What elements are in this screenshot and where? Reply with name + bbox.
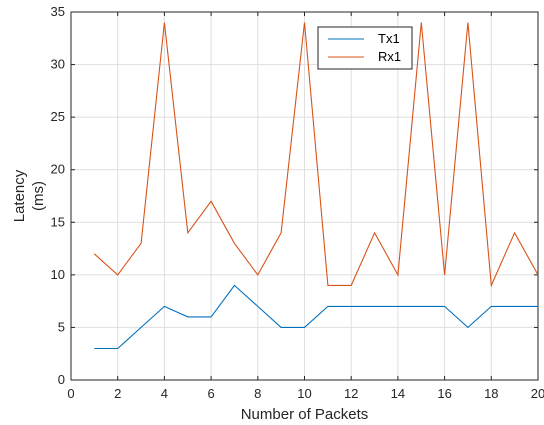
x-tick-label: 10 [297,386,311,401]
x-axis-label: Number of Packets [241,406,369,423]
x-tick-label: 0 [67,386,74,401]
x-tick-label: 16 [437,386,451,401]
y-axis-label-line1: Latency [11,169,28,222]
x-tick-label: 4 [161,386,168,401]
x-tick-label: 2 [114,386,121,401]
legend-label-rx1: Rx1 [378,49,401,64]
y-tick-label: 10 [51,267,65,282]
axes: 0 2 4 6 8 10 12 14 16 18 20 0 5 10 15 20 25 30 35 [51,4,544,401]
y-tick-label: 35 [51,4,65,19]
x-tick-label: 6 [207,386,214,401]
legend-label-tx1: Tx1 [378,31,400,46]
legend-box [317,26,413,70]
series-line-rx1 [93,22,539,288]
y-tick-label: 5 [58,319,65,334]
y-tick-label: 0 [58,372,65,387]
x-tick-label: 12 [344,386,358,401]
x-tick-label: 8 [254,386,261,401]
y-axis-label-line2: (ms) [30,181,47,211]
x-tick-label: 20 [531,386,544,401]
y-tick-label: 25 [51,109,65,124]
series-line-tx1 [94,284,538,350]
y-tick-label: 20 [51,162,65,177]
data-series [93,22,539,350]
x-tick-label: 18 [484,386,498,401]
x-tick-label: 14 [391,386,405,401]
y-tick-label: 30 [51,57,65,72]
y-tick-label: 15 [51,214,65,229]
